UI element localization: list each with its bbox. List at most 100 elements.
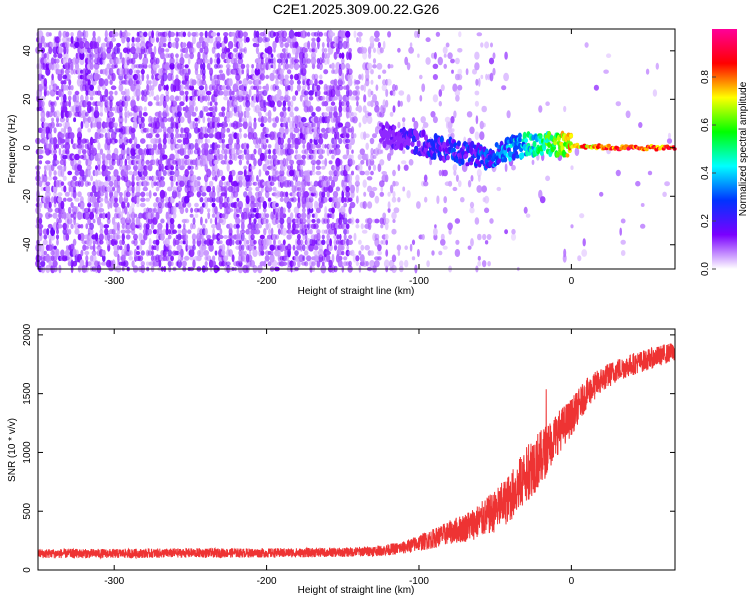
spectrogram-cell xyxy=(242,90,248,96)
spectrogram-cell xyxy=(188,143,195,150)
spectrogram-cell xyxy=(79,212,84,219)
spectrogram-cell xyxy=(105,213,108,219)
spectrogram-cell xyxy=(57,224,63,229)
spectrogram-cell xyxy=(432,74,438,80)
spectrogram-cell xyxy=(153,192,157,197)
spectrogram-cell xyxy=(258,238,262,246)
spectrogram-cell xyxy=(203,45,209,55)
spectrogram-cell xyxy=(358,250,362,256)
spectrogram-cell xyxy=(108,120,114,130)
spectrogram-cell xyxy=(123,63,129,69)
spectrogram-cell xyxy=(340,205,346,215)
spectrogram-cell xyxy=(399,100,403,107)
spectrogram-cell xyxy=(175,120,179,130)
spectrogram-cell xyxy=(455,174,459,182)
spectrogram-cell xyxy=(233,152,238,162)
spectrogram-cell xyxy=(382,79,387,86)
spectrogram-cell xyxy=(511,164,516,171)
spectrogram-cell xyxy=(264,254,270,262)
spectrogram-cell xyxy=(389,90,394,96)
spectrogram-cell xyxy=(340,79,345,85)
spectrogram-cell xyxy=(218,64,224,69)
spectrogram-cell xyxy=(216,78,221,87)
spectrogram-cell xyxy=(162,154,168,160)
spectrogram-cell xyxy=(52,176,58,181)
spectrogram-cell xyxy=(208,133,214,139)
spectrogram-cell xyxy=(402,117,406,123)
spectrogram-cell xyxy=(316,84,321,91)
spectrogram-cell xyxy=(387,201,391,209)
spectrogram-cell xyxy=(266,46,273,55)
spectrogram-cell xyxy=(53,127,57,134)
spectrogram-cell xyxy=(269,244,275,251)
spectrogram-cell xyxy=(304,31,308,37)
spectrogram-cell xyxy=(262,163,268,172)
spectrogram-cell xyxy=(185,94,188,103)
spectrogram-cell xyxy=(262,142,267,150)
spectrogram-cell xyxy=(65,84,70,91)
spectrogram-cell xyxy=(121,248,126,258)
spectrogram-cell xyxy=(432,94,439,103)
spectrogram-cell xyxy=(130,127,136,134)
spectrogram-cell xyxy=(37,73,44,81)
spectrogram-cell xyxy=(206,168,212,178)
spectrogram-cell xyxy=(457,73,463,81)
spectrogram-cell xyxy=(77,148,82,155)
spectrogram-cell xyxy=(331,154,335,160)
spectrogram-cell xyxy=(315,144,322,149)
spectrogram-cell xyxy=(294,90,299,96)
spectrogram-cell xyxy=(318,201,323,209)
spectrogram-cell xyxy=(182,147,187,156)
spectrogram-cell xyxy=(228,99,233,108)
spectrogram-cell xyxy=(67,57,72,65)
spectrogram-cell xyxy=(87,202,92,208)
spectrogram-cell xyxy=(363,83,367,93)
spectrogram-cell xyxy=(379,111,385,118)
spectrogram-cell xyxy=(53,192,58,197)
spectrogram-cell xyxy=(81,149,87,155)
spectrogram-cell xyxy=(355,85,360,90)
spectrogram-signal-cell xyxy=(392,125,397,130)
spectrogram-cell xyxy=(57,165,63,171)
spectrogram-cell xyxy=(162,169,167,177)
spectrogram-cell xyxy=(620,218,626,224)
spectrogram-cell xyxy=(143,94,148,103)
spectrogram-cell xyxy=(387,207,391,213)
spectrogram-cell xyxy=(176,139,182,143)
spectrogram-cell xyxy=(96,117,102,123)
spectrogram-cell xyxy=(328,29,334,39)
spectrogram-cell xyxy=(272,106,277,112)
spectrogram-cell xyxy=(58,30,62,39)
spectrogram-cell xyxy=(341,250,345,256)
spectrogram-cell xyxy=(282,62,286,71)
spectrogram-cell xyxy=(385,239,389,246)
spectrogram-cell xyxy=(417,53,420,58)
spectrogram-cell xyxy=(98,233,104,241)
spectrogram-cell xyxy=(155,36,160,43)
spectrogram-cell xyxy=(113,202,119,208)
spectrogram-cell xyxy=(296,164,301,172)
spectrogram-cell xyxy=(243,165,248,170)
spectrogram-cell xyxy=(337,122,344,128)
spectrogram-cell xyxy=(188,249,195,257)
spectrogram-cell xyxy=(235,73,241,81)
spectrogram-cell xyxy=(97,74,101,80)
spectrogram-cell xyxy=(48,100,53,108)
spectrogram-cell xyxy=(176,111,182,118)
spectrogram-cell xyxy=(282,110,287,119)
spectrogram-cell xyxy=(307,85,310,91)
spectrogram-cell xyxy=(170,73,174,81)
spectrogram-cell xyxy=(169,153,176,161)
spectrogram-cell xyxy=(454,249,461,257)
spectrogram-cell xyxy=(433,52,437,60)
spectrogram-cell xyxy=(416,201,421,209)
spectrogram-cell xyxy=(108,111,114,118)
spectrogram-cell xyxy=(279,197,284,202)
spectrogram-cell xyxy=(267,261,272,267)
spectrogram-cell xyxy=(258,213,262,219)
spectrogram-cell xyxy=(242,31,248,38)
spectrogram-cell xyxy=(160,121,165,129)
spectrogram-cell xyxy=(343,101,347,106)
spectrogram-cell xyxy=(211,224,217,229)
spectrogram-cell xyxy=(358,122,362,128)
